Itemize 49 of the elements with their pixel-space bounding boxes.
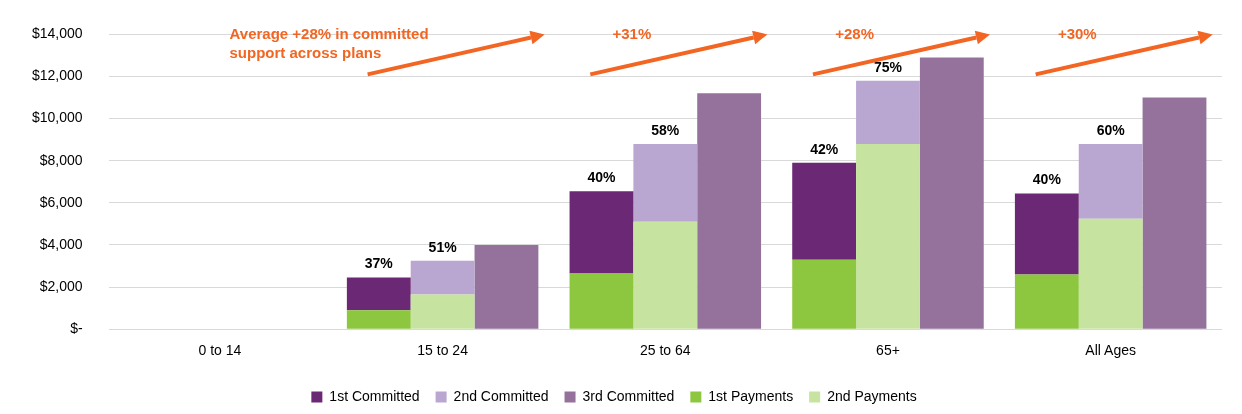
bar [1078,218,1143,329]
bar [346,277,411,311]
bar [1014,274,1079,329]
bar [1142,97,1207,329]
x-tick-label: All Ages [1085,342,1136,359]
annotation: 75% [873,58,903,75]
bar [633,221,698,329]
annotation: +30% [1057,24,1097,42]
bar [633,143,698,222]
y-tick-label: $4,000 [39,235,83,252]
bar [1014,193,1079,275]
legend-label: 3rd Committed [582,387,675,404]
bar [697,93,762,329]
bar [792,162,857,260]
annotation: 37% [364,255,394,272]
bar [569,191,634,274]
bar [792,259,857,329]
annotation: +28% [835,24,874,42]
annotation: +31% [612,24,652,42]
legend-label: 1st Payments [708,387,794,404]
annotation: Average +28% in committed support across plans [229,24,429,61]
annotation: 60% [1096,121,1126,138]
bar [856,143,920,329]
annotation: 58% [651,121,680,138]
annotation: 51% [428,238,458,255]
x-tick-label: 65+ [876,342,900,359]
y-tick-label: $6,000 [39,193,83,210]
bar [856,80,920,144]
y-tick-label: $12,000 [32,67,83,84]
bar [346,310,411,329]
bar [410,294,475,329]
annotation: 42% [810,140,839,157]
y-tick-label: $8,000 [39,151,83,168]
bar [410,260,475,295]
y-tick-label: $2,000 [39,277,83,294]
x-tick-label: 0 to 14 [198,342,242,359]
x-tick-label: 25 to 64 [640,342,691,359]
y-tick-label: $- [70,320,83,337]
legend-label: 2nd Committed [453,387,549,404]
bar [474,244,539,329]
legend-label: 2nd Payments [827,387,917,404]
bar [1078,143,1143,219]
annotation: 40% [587,169,617,186]
bar [569,273,634,329]
legend-label: 1st Committed [329,387,420,404]
annotation: 40% [1032,171,1062,188]
x-tick-label: 15 to 24 [417,342,469,359]
y-tick-label: $10,000 [32,109,83,126]
y-tick-label: $14,000 [32,25,83,42]
